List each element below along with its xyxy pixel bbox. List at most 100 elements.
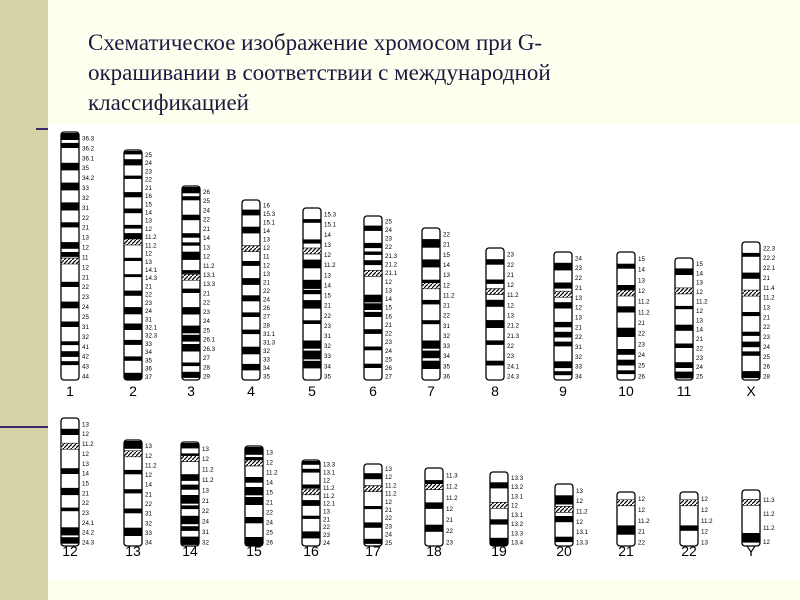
band-label: 34 <box>575 374 582 381</box>
chromosome-body <box>489 471 509 547</box>
band-label: 15 <box>266 490 273 497</box>
band-label: 24 <box>82 304 89 311</box>
band-label: 32 <box>263 348 270 355</box>
band-label: 14 <box>696 327 703 334</box>
dark-band <box>182 233 200 238</box>
band-label: 25 <box>203 198 210 205</box>
dark-band <box>61 351 79 357</box>
band-label: 13 <box>638 277 645 284</box>
dark-band <box>245 477 263 483</box>
band-label: 21 <box>575 285 582 292</box>
band-label: 13 <box>701 539 708 546</box>
band-label: 12 <box>263 262 270 269</box>
band-label: 24 <box>575 255 582 262</box>
band-label: 21.3 <box>385 253 398 260</box>
dark-band <box>742 312 760 317</box>
dark-band <box>245 517 263 524</box>
band-label: 22 <box>575 334 582 341</box>
band-label: 13.1 <box>511 512 524 519</box>
dark-band <box>245 447 263 455</box>
band-label: 11.2 <box>323 493 335 500</box>
chromosome-5: 15.3 15.1 14 13 12 11.2 13 14 15 21 22 23 31 32 33 34 35… <box>302 207 337 399</box>
band-label: 23 <box>82 294 89 301</box>
chromosome-9: 24 23 22 21 13 12 13 21 22 31 32 33 34 9 <box>553 251 582 399</box>
dark-band <box>422 279 440 284</box>
band-label: 22 <box>263 288 270 295</box>
chromosome-13: 13 12 11.2 12 14 21 22 31 32 33 34 13 <box>123 439 157 559</box>
chromosome-4: 1615.315.114131211121321222426272831.131… <box>241 199 276 399</box>
band-label: 26 <box>763 364 770 371</box>
centromere <box>363 270 383 277</box>
dark-band <box>425 524 443 532</box>
chromosome-number-label: 12 <box>62 543 78 559</box>
centromere <box>616 499 636 507</box>
band-label: 33 <box>324 353 331 360</box>
dark-band <box>61 301 79 309</box>
dark-band <box>61 468 79 474</box>
band-label: 15.1 <box>324 222 337 229</box>
dark-band <box>124 307 142 315</box>
dark-band <box>182 251 200 260</box>
centromere <box>424 483 444 491</box>
band-label: 21 <box>507 272 514 279</box>
dark-band <box>124 527 142 536</box>
dark-band <box>554 302 572 309</box>
band-label: 22 <box>203 300 210 307</box>
chromosome-number-label: 13 <box>125 543 141 559</box>
dark-band <box>124 508 142 514</box>
band-label: 13 <box>263 271 270 278</box>
band-label: 14.3 <box>145 275 158 282</box>
band-label: 21 <box>82 225 89 232</box>
band-label: 15.3 <box>324 212 337 219</box>
band-label: 21 <box>203 291 210 298</box>
band-label: 14 <box>638 267 645 274</box>
dark-band <box>364 294 382 303</box>
chromosome-14: 13 12 11.2 11.2 13 21 22 24 31 32 14 <box>180 441 214 559</box>
band-label: 26 <box>385 365 392 372</box>
dark-band <box>486 360 504 366</box>
band-label: 32 <box>202 539 209 546</box>
centromere <box>181 273 201 281</box>
dark-band <box>303 320 321 324</box>
band-label: 12 <box>701 496 708 503</box>
band-label: 22 <box>145 177 152 184</box>
band-label: 11.2 <box>696 299 708 306</box>
band-label: 21 <box>443 242 450 249</box>
band-label: 23 <box>203 309 210 316</box>
band-label: 11.2 <box>638 309 650 316</box>
dark-band <box>486 299 504 307</box>
band-label: 12 <box>701 507 708 514</box>
band-label: 14 <box>443 262 450 269</box>
dark-band <box>675 343 693 348</box>
band-label: 31 <box>82 324 89 331</box>
band-label: 11.2 <box>202 467 214 474</box>
dark-band <box>61 527 79 536</box>
band-label: 12 <box>266 460 273 467</box>
dark-band <box>302 484 320 489</box>
band-label: 13 <box>575 314 582 321</box>
chromosome-body <box>616 251 636 381</box>
band-label: 22 <box>763 324 770 331</box>
band-label: 25 <box>696 374 703 381</box>
band-label: 13.3 <box>511 530 524 537</box>
band-label: 11.2 <box>145 463 157 470</box>
band-label: 23 <box>145 168 152 175</box>
dark-band <box>61 142 79 148</box>
dark-band <box>302 468 320 473</box>
band-label: 28 <box>763 374 770 381</box>
band-label: 13.3 <box>323 462 336 469</box>
band-label: 21 <box>446 517 453 524</box>
band-label: 24 <box>385 348 392 355</box>
band-label: 13 <box>324 242 331 249</box>
band-label: 21.2 <box>507 323 520 330</box>
band-label: 11 <box>263 254 270 261</box>
band-label: 11.2 <box>385 482 397 489</box>
band-label: 31 <box>82 205 89 212</box>
band-label: 13.2 <box>511 484 524 491</box>
dark-band <box>490 537 508 546</box>
band-label: 29 <box>203 374 210 381</box>
band-label: 34 <box>443 353 450 360</box>
dark-band <box>182 334 200 342</box>
band-label: 13 <box>576 488 583 495</box>
dark-band <box>302 461 320 465</box>
